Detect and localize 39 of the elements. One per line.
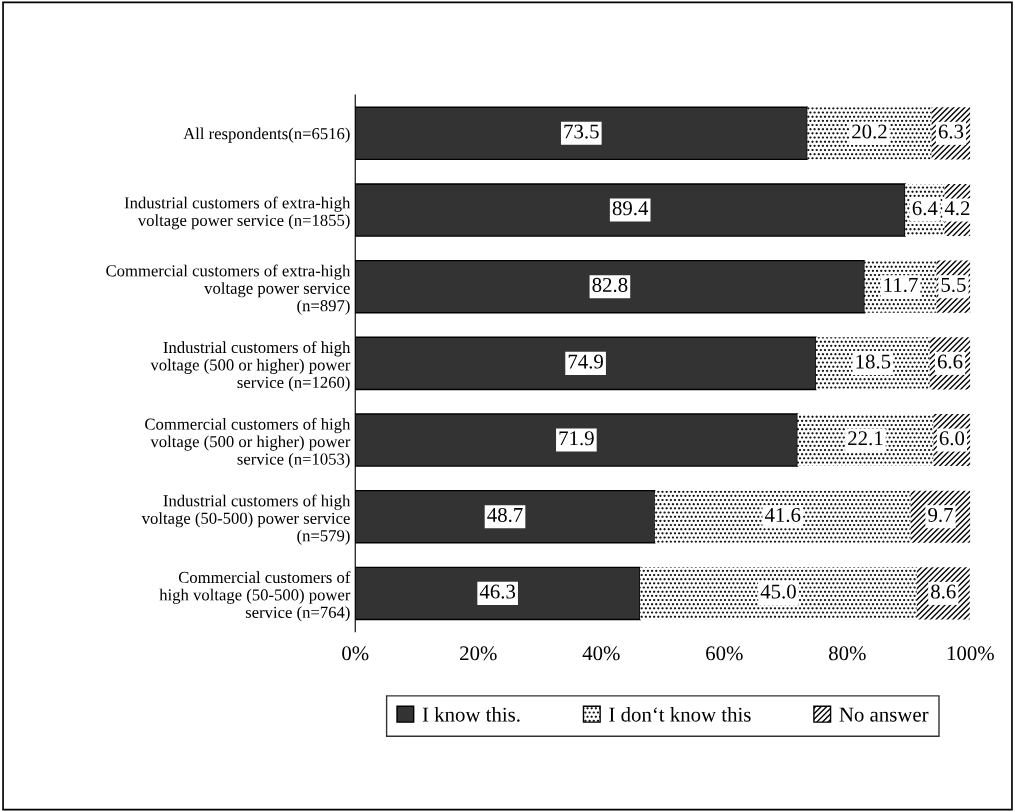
data-label: 89.4: [612, 201, 649, 216]
data-label: 45.0: [760, 584, 796, 599]
data-label: 6.0: [939, 431, 965, 446]
x-tick-label: 20%: [460, 646, 497, 661]
legend-label: I don‘t know this: [609, 706, 751, 722]
data-label: 48.7: [487, 507, 523, 523]
x-tick-label: 100%: [947, 646, 994, 661]
data-label: 22.1: [848, 431, 883, 446]
y-tick-label: Industrial customers of high voltage (50-500) power service (n=579): [141, 494, 351, 545]
y-tick-label: Commercial customers of high voltage (500 or higher) power service (n=1053): [145, 417, 351, 469]
data-label: 9.7: [928, 507, 953, 523]
data-label: 74.9: [568, 354, 603, 369]
data-label: 41.6: [764, 507, 801, 523]
x-tick-label: 0%: [342, 646, 369, 661]
data-label: 4.2: [944, 201, 970, 216]
data-label: 46.3: [479, 584, 516, 599]
bar: [654, 490, 911, 543]
data-label: 5.5: [941, 278, 966, 292]
data-label: 73.5: [564, 124, 599, 139]
x-tick-label: 40%: [582, 646, 620, 661]
data-label: 6.6: [937, 354, 963, 369]
data-label: 6.3: [938, 124, 964, 139]
y-tick-label: Industrial customers of high voltage (500 or higher) power service (n=1260): [150, 341, 351, 392]
y-tick-label: All respondents(n=6516): [183, 127, 350, 143]
legend-label: I know this.: [422, 706, 520, 722]
y-tick-label: Commercial customers of extra-high voltage power service (n=897): [106, 264, 351, 315]
data-label: 82.8: [592, 277, 628, 292]
y-tick-label: Commercial customers of high voltage (50-500) power service (n=764): [159, 571, 351, 622]
data-label: 6.4: [912, 201, 938, 216]
data-label: 18.5: [856, 354, 891, 369]
data-label: 11.7: [884, 277, 918, 292]
data-label: 71.9: [559, 431, 594, 446]
legend-label: No answer: [839, 707, 929, 722]
x-tick-label: 60%: [706, 646, 743, 661]
data-label: 20.2: [852, 124, 887, 139]
y-tick-label: Industrial customers of extra-high voltage power service (n=1855): [124, 196, 351, 230]
data-label: 8.6: [931, 584, 956, 599]
bar: [640, 567, 917, 620]
x-tick-label: 80%: [829, 646, 866, 661]
